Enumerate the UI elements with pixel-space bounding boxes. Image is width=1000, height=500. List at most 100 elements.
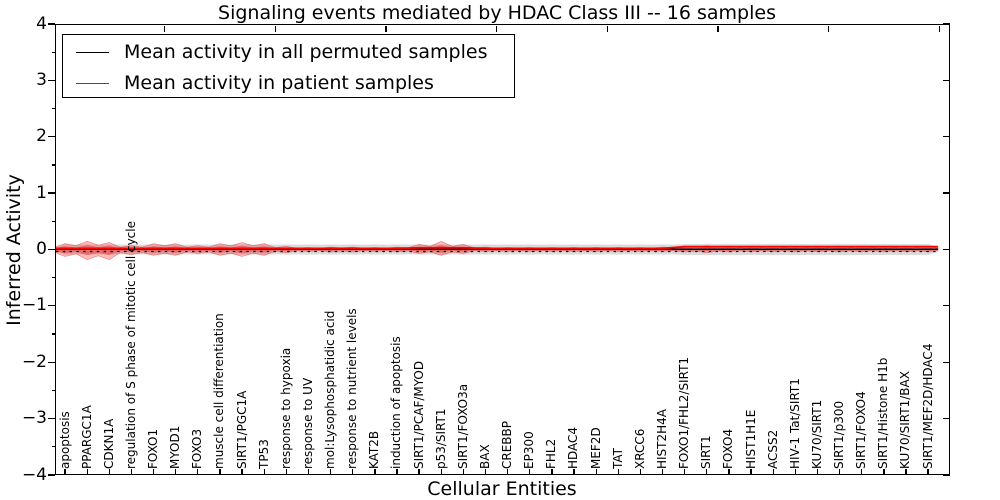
x-category-tick	[484, 468, 487, 475]
x-category-tick	[307, 468, 310, 475]
x-category-label: SIRT1/p300	[832, 400, 847, 469]
legend: Mean activity in all permuted samples Mea…	[62, 34, 515, 98]
x-category-tick	[219, 468, 221, 475]
chart-title: Signaling events mediated by HDAC Class …	[218, 2, 776, 24]
x-category-label: SIRT1/FOXO4	[854, 390, 869, 469]
y-minor-tick-left	[51, 220, 55, 222]
x-category-label: HIST1H1E	[743, 409, 758, 469]
x-category-tick	[750, 468, 752, 475]
x-category-label: MYOD1	[168, 425, 183, 469]
x-major-tick-top	[717, 25, 719, 32]
y-tick-label: 2	[36, 126, 47, 147]
x-category-tick	[374, 468, 376, 475]
x-major-tick-top	[495, 25, 498, 32]
y-tick-label: −4	[21, 464, 47, 485]
x-category-tick	[86, 468, 88, 475]
y-major-tick-left	[48, 305, 55, 307]
x-category-tick	[639, 468, 642, 475]
y-tick-label: −3	[21, 408, 47, 429]
y-major-tick-right	[943, 136, 950, 138]
x-category-tick	[861, 468, 863, 475]
x-category-label: FOXO4	[721, 428, 736, 469]
x-category-label: response to hypoxia	[278, 347, 293, 469]
x-category-label: induction of apoptosis	[389, 335, 404, 469]
x-category-label: KAT2B	[367, 430, 382, 469]
y-major-tick-left	[48, 361, 55, 363]
y-minor-tick-left	[51, 277, 55, 279]
x-category-label: CDKN1A	[101, 418, 116, 469]
x-category-label: response to UV	[300, 377, 315, 469]
legend-item-label: Mean activity in patient samples	[124, 72, 434, 94]
x-axis-label: Cellular Entities	[427, 478, 577, 500]
x-category-label: SIRT1	[699, 434, 714, 469]
x-category-label: TP53	[256, 438, 271, 469]
x-category-tick	[241, 468, 243, 475]
x-category-tick	[263, 468, 265, 475]
y-major-tick-left	[48, 417, 55, 420]
x-category-tick	[175, 468, 177, 475]
y-major-tick-left	[48, 474, 55, 476]
x-category-tick	[617, 468, 619, 475]
y-tick-label: 3	[36, 69, 47, 90]
x-category-tick	[595, 468, 597, 475]
violin-shape	[56, 245, 939, 256]
x-category-tick	[462, 468, 465, 475]
x-category-label: TAT	[610, 447, 625, 469]
x-category-label: SIRT1/PGC1A	[234, 390, 249, 469]
x-category-tick	[440, 468, 442, 475]
x-category-tick	[883, 468, 885, 475]
x-category-tick	[838, 468, 841, 475]
x-category-label: XRCC6	[632, 428, 647, 469]
y-major-tick-left	[48, 79, 55, 81]
x-category-tick	[130, 468, 133, 475]
y-major-tick-left	[48, 192, 55, 194]
x-category-tick	[661, 468, 664, 475]
y-major-tick-left	[48, 248, 55, 251]
x-major-tick-top	[827, 25, 830, 32]
y-tick-label: −1	[21, 295, 47, 316]
y-major-tick-right	[943, 192, 950, 194]
x-category-label: SIRT1/MEF2D/HDAC4	[920, 343, 935, 469]
y-minor-tick-left	[51, 51, 55, 53]
x-category-tick	[551, 468, 553, 475]
x-category-tick	[507, 468, 509, 475]
x-category-tick	[396, 468, 398, 475]
x-category-label: SIRT1/Histone H1b	[876, 357, 891, 469]
y-tick-label: 1	[36, 182, 47, 203]
x-category-tick	[352, 468, 354, 475]
x-category-label: PPARGC1A	[79, 404, 94, 469]
y-major-tick-right	[943, 474, 950, 476]
y-major-tick-left	[48, 136, 55, 138]
y-minor-tick-left	[51, 389, 55, 392]
patient-mean-line	[56, 245, 939, 250]
x-category-label: KU70/SIRT1/BAX	[898, 370, 913, 469]
x-category-tick	[197, 468, 199, 475]
x-category-tick	[794, 468, 796, 475]
y-major-tick-right	[943, 417, 950, 420]
x-category-tick	[64, 468, 66, 475]
x-category-label: muscle cell differentiation	[212, 312, 227, 469]
x-category-label: MEF2D	[588, 426, 603, 469]
x-category-tick	[573, 468, 575, 475]
y-minor-tick-left	[51, 446, 55, 448]
x-category-tick	[152, 468, 155, 475]
y-major-tick-right	[943, 23, 950, 25]
x-category-tick	[706, 468, 708, 475]
y-major-tick-right	[943, 361, 950, 363]
x-category-tick	[927, 468, 929, 475]
y-major-tick-right	[943, 79, 950, 81]
x-major-tick-top	[163, 25, 166, 32]
x-category-label: BAX	[477, 443, 492, 469]
x-category-tick	[329, 468, 332, 475]
x-category-label: HIV-1 Tat/SIRT1	[787, 377, 802, 469]
x-category-label: SIRT1/FOXO3a	[455, 383, 470, 469]
x-major-tick-top	[274, 25, 276, 32]
y-major-tick-right	[943, 305, 950, 307]
x-major-tick-top	[385, 25, 387, 32]
y-major-tick-right	[943, 248, 950, 251]
x-category-tick	[418, 468, 420, 475]
x-category-tick	[684, 468, 686, 475]
y-minor-tick-left	[51, 333, 55, 335]
x-category-tick	[529, 468, 531, 475]
